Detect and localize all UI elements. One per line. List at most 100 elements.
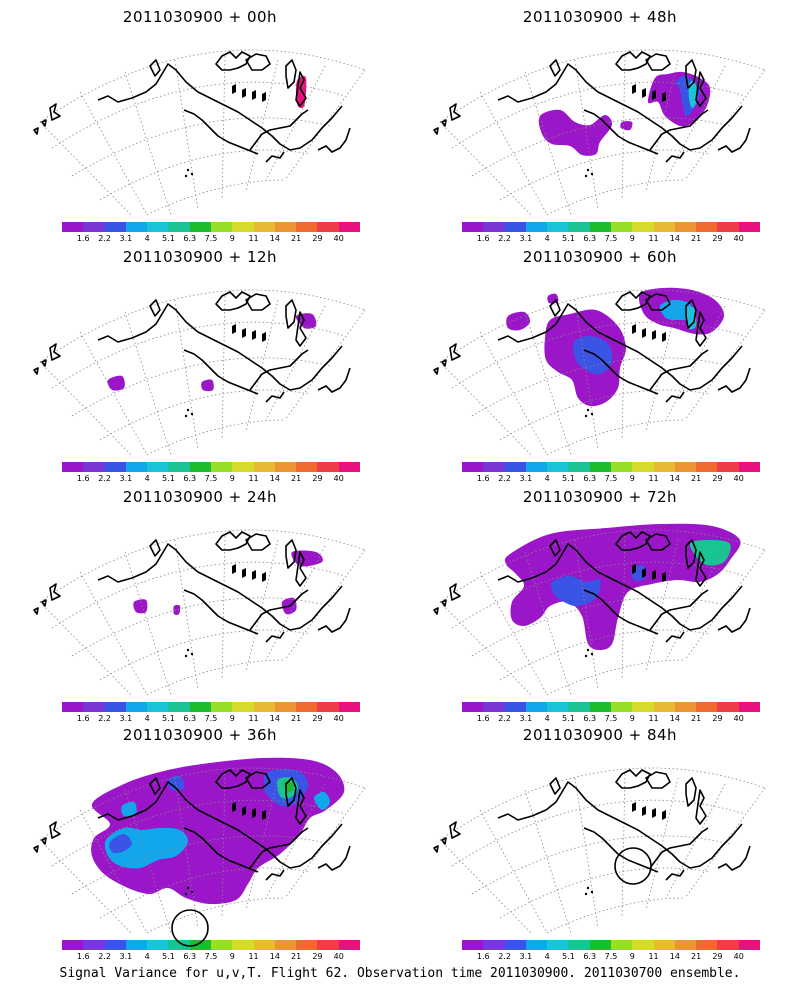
coastline: [717, 607, 751, 633]
coastline: [665, 631, 685, 643]
colorbar-swatch: [296, 462, 318, 472]
graticule-line: [499, 389, 711, 441]
coastline: [685, 59, 697, 89]
coastline: [717, 127, 751, 153]
graticule-line: [574, 777, 599, 929]
colorbar-swatch: [504, 702, 526, 712]
coastline: [695, 71, 707, 107]
variance-contour: [506, 311, 531, 331]
colorbar-swatch: [189, 940, 211, 950]
colorbar-swatch: [504, 222, 526, 232]
graticule-line: [39, 361, 132, 455]
coastline: [317, 607, 351, 633]
coastline: [441, 599, 447, 607]
graticule-line: [621, 55, 626, 201]
coastline: [33, 127, 39, 135]
colorbar-swatch: [717, 702, 739, 712]
panel-title: 2011030900 + 72h: [522, 488, 678, 506]
coastline: [49, 103, 61, 121]
colorbar-swatch: [232, 462, 254, 472]
colorbar-swatch: [632, 702, 654, 712]
colorbar-swatch: [83, 222, 105, 232]
colorbar-tick-label: 3.1: [119, 474, 133, 483]
colorbar-swatch: [125, 222, 148, 232]
colorbar-tick-label: 7.5: [604, 474, 618, 483]
colorbar-swatch: [632, 940, 654, 950]
polar-stereographic-map: [33, 529, 366, 695]
graticule-line: [51, 81, 346, 149]
colorbar-swatch: [696, 462, 718, 472]
coastline: [97, 63, 343, 151]
graticule-line: [524, 71, 572, 215]
coastline: [285, 299, 297, 329]
colorbar-tick-label: 1.6: [476, 714, 490, 723]
colorbar-tick-label: 21: [291, 474, 302, 483]
colorbar-swatch: [296, 702, 318, 712]
coastline: [497, 303, 743, 391]
coastline: [285, 777, 297, 807]
graticule-line: [39, 767, 366, 841]
colorbar-swatch: [338, 462, 360, 472]
map-panel: 2011030900 + 12h 1.6 2.2 3.1 4 5.1 6.3 7.5 9 11 14…: [0, 240, 400, 483]
colorbar-swatch: [525, 462, 548, 472]
graticule-line: [439, 121, 532, 215]
coastline: [265, 391, 285, 403]
graticule-line: [174, 777, 199, 929]
colorbar-swatch: [168, 462, 190, 472]
coastline: [245, 53, 271, 71]
map-panel: 2011030900 + 60h 1.6 2.2 3.1 4 5.1 6.3 7.5 9 11 14…: [400, 240, 800, 483]
graticule-line: [499, 629, 711, 681]
coastline: [245, 771, 271, 789]
island-dot: [590, 890, 594, 894]
coastline: [583, 349, 659, 395]
colorbar-tick-label: 11: [248, 714, 259, 723]
colorbar-swatch: [568, 462, 590, 472]
coastline: [441, 837, 447, 845]
island-dot: [586, 168, 590, 172]
graticule-line: [79, 91, 148, 215]
graticule-line: [471, 835, 731, 895]
variance-contour: [133, 599, 148, 614]
colorbar-swatch: [125, 702, 148, 712]
colorbar-swatch: [83, 462, 105, 472]
panel-title: 2011030900 + 12h: [122, 248, 278, 266]
coastline: [615, 531, 651, 551]
coastline: [449, 103, 461, 121]
colorbar-swatch: [104, 940, 126, 950]
colorbar-tick-label: 14: [269, 952, 280, 961]
colorbar-swatch: [547, 702, 569, 712]
colorbar-tick-label: 2.2: [98, 714, 111, 723]
island-dot: [186, 886, 190, 890]
graticule-line: [39, 839, 132, 933]
graticule-line: [545, 897, 686, 933]
colorbar-tick-label: 6.3: [583, 952, 597, 961]
coastline: [317, 367, 351, 393]
colorbar-swatch: [674, 462, 697, 472]
colorbar-swatch: [189, 702, 211, 712]
coastline: [433, 845, 439, 853]
colorbar-swatch: [483, 702, 505, 712]
graticule-line: [99, 867, 311, 919]
colorbar-tick-label: 7.5: [204, 952, 218, 961]
colorbar-tick-label: 3.1: [519, 952, 533, 961]
colorbar-tick-label: 1.6: [476, 952, 490, 961]
graticule-line: [439, 839, 532, 933]
island-dot: [184, 654, 188, 658]
graticule-line: [265, 305, 326, 421]
colorbar-tick-label: 6.3: [183, 474, 197, 483]
colorbar-swatch: [696, 940, 718, 950]
island-dot: [190, 172, 194, 176]
coastline: [41, 119, 47, 127]
colorbar-swatch: [525, 222, 548, 232]
graticule-line: [574, 539, 599, 691]
colorbar-tick-label: 5.1: [562, 474, 575, 483]
colorbar-swatch: [338, 222, 360, 232]
graticule-line: [265, 545, 326, 661]
colorbar-swatch: [589, 462, 611, 472]
graticule-line: [124, 311, 172, 455]
variance-contour: [109, 833, 133, 854]
variance-contour: [538, 109, 613, 156]
colorbar-tick-label: 4: [144, 714, 150, 723]
colorbar-tick-label: 11: [648, 952, 659, 961]
colorbar-swatch: [62, 940, 84, 950]
